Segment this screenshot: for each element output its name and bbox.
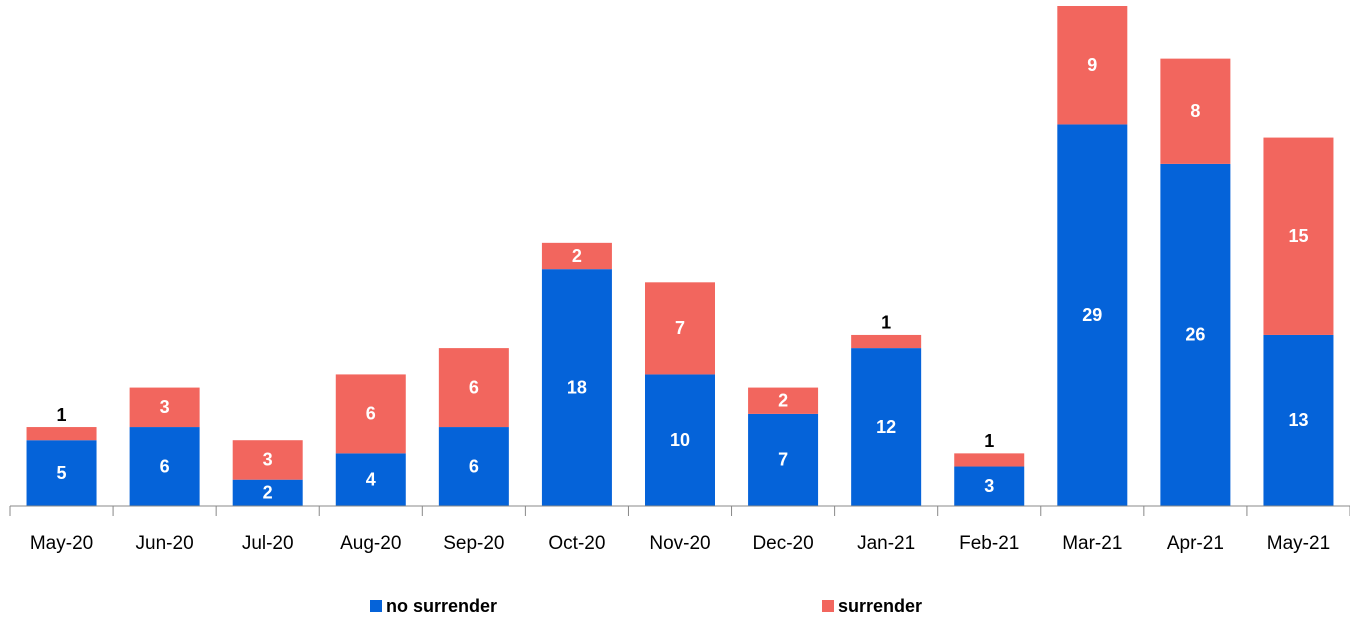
- bar-segment: [1263, 137, 1334, 335]
- value-label: 2: [263, 483, 273, 503]
- x-tick-label: Jul-20: [242, 533, 294, 554]
- value-label: 8: [1190, 101, 1200, 121]
- value-label: 6: [469, 456, 479, 476]
- bar-segment: [232, 479, 303, 506]
- value-label: 26: [1185, 325, 1205, 345]
- x-tick-label: Nov-20: [649, 533, 710, 554]
- x-tick-label: Apr-21: [1167, 533, 1224, 554]
- value-label: 9: [1087, 55, 1097, 75]
- value-label: 2: [778, 390, 788, 410]
- legend-label: no surrender: [386, 596, 497, 616]
- value-label: 12: [876, 417, 896, 437]
- x-tick-label: Feb-21: [959, 533, 1019, 554]
- value-label: 13: [1288, 410, 1308, 430]
- x-tick-label: Sep-20: [443, 533, 504, 554]
- value-label: 3: [263, 450, 273, 470]
- bar-segment: [748, 387, 819, 414]
- bar-segment: [645, 282, 715, 375]
- value-label: 3: [984, 476, 994, 496]
- bar-segment: [851, 348, 922, 506]
- bar-segment: [541, 269, 612, 506]
- x-tick-label: May-20: [30, 533, 93, 554]
- x-tick-label: May-21: [1267, 533, 1330, 554]
- bar-segment: [954, 466, 1025, 506]
- value-label: 1: [984, 431, 994, 451]
- bar-segment: [232, 440, 303, 480]
- bar-segment: [541, 242, 612, 270]
- value-label: 3: [160, 397, 170, 417]
- bar-segment: [954, 453, 1025, 467]
- value-label: 15: [1288, 226, 1308, 246]
- x-tick-label: Mar-21: [1062, 533, 1122, 554]
- value-label: 1: [57, 405, 67, 425]
- bar-segment: [1057, 124, 1128, 506]
- value-label: 2: [572, 246, 582, 266]
- bar-segment: [1057, 6, 1128, 125]
- bar-segment: [438, 427, 509, 506]
- legend-swatch: [370, 600, 382, 612]
- value-label: 29: [1082, 305, 1102, 325]
- value-label: 4: [366, 469, 376, 489]
- bar-segment: [748, 413, 819, 506]
- bar-segment: [26, 440, 97, 506]
- bar-segment: [129, 387, 200, 428]
- bar-segment: [129, 427, 200, 506]
- value-label: 5: [57, 463, 67, 483]
- value-label: 18: [567, 377, 587, 397]
- bar-segment: [1263, 334, 1334, 506]
- bar-segment: [851, 334, 922, 349]
- x-tick-label: Aug-20: [340, 533, 401, 554]
- value-label: 10: [670, 430, 690, 450]
- value-label: 7: [675, 318, 685, 338]
- bar-segment: [645, 374, 715, 506]
- bar-segment: [1160, 163, 1231, 507]
- bar-segment: [1160, 58, 1231, 164]
- bar-segment: [26, 427, 97, 441]
- value-label: 6: [366, 404, 376, 424]
- bar-segment: [335, 374, 406, 454]
- x-tick-label: Jan-21: [857, 533, 915, 554]
- x-tick-label: Dec-20: [752, 533, 813, 554]
- bar-segment: [438, 348, 509, 428]
- bar-segment: [335, 453, 406, 506]
- value-label: 7: [778, 450, 788, 470]
- legend-label: surrender: [838, 596, 922, 616]
- legend-swatch: [822, 600, 834, 612]
- value-label: 6: [160, 456, 170, 476]
- x-tick-label: Jun-20: [136, 533, 194, 554]
- x-tick-label: Oct-20: [548, 533, 605, 554]
- value-label: 1: [881, 313, 891, 333]
- value-label: 6: [469, 377, 479, 397]
